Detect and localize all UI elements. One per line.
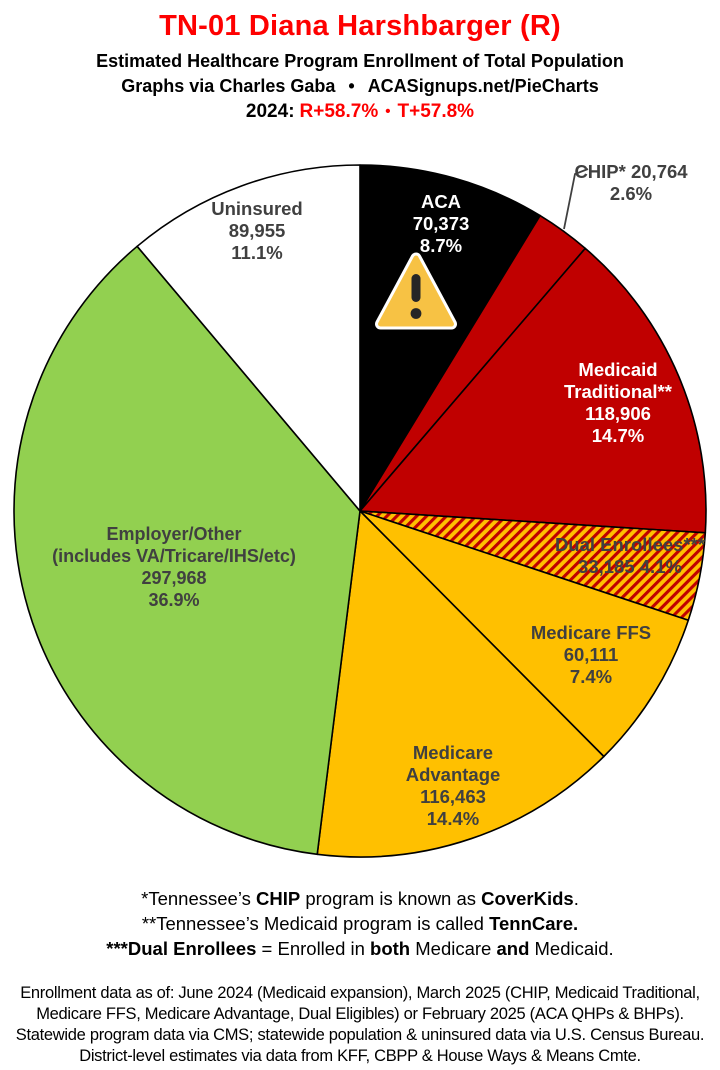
fn3-bold-both: both <box>370 938 411 959</box>
pie-slice-uninsured <box>136 164 361 512</box>
pie-slice-medicare-ffs <box>359 510 690 758</box>
fn2-bold-tenncare: TennCare. <box>489 913 579 934</box>
label-ffs-pct: 7.4% <box>569 666 613 687</box>
source-line-3: Statewide program data via CMS; statewid… <box>15 1026 705 1044</box>
label-dual-enrollees: Dual Enrollees*** 33,185 4.1% <box>555 534 705 578</box>
pie-slice-medicaid-traditional <box>359 247 707 534</box>
fn1-bold-coverkids: CoverKids <box>481 888 574 909</box>
label-medicare-ffs: Medicare FFS 60,111 7.4% <box>531 622 651 688</box>
label-employer-name2: (includes VA/Tricare/IHS/etc) <box>52 546 296 566</box>
source-line-4: District-level estimates via data from K… <box>79 1047 641 1065</box>
subtitle: Estimated Healthcare Program Enrollment … <box>96 51 624 71</box>
label-uninsured-pct: 11.1% <box>231 242 283 263</box>
label-medicaid-name2: Traditional** <box>564 381 672 402</box>
pie-slices-group <box>13 164 707 858</box>
partisan-lean-line: 2024: R+58.7% • T+57.8% <box>0 101 720 123</box>
label-medicaid-traditional: Medicaid Traditional** 118,906 14.7% <box>564 359 672 447</box>
footnote-medicaid: **Tennessee’s Medicaid program is called… <box>0 911 720 936</box>
label-aca-value: 70,373 <box>412 213 470 234</box>
label-medicare-advantage: Medicare Advantage 116,463 14.4% <box>406 742 501 830</box>
r-lean-value: R+58.7% <box>299 101 379 122</box>
label-employer-other: Employer/Other (includes VA/Tricare/IHS/… <box>52 523 296 611</box>
fn3-text2: Medicare <box>410 938 497 959</box>
fn3-bold-dual: ***Dual Enrollees <box>106 938 257 959</box>
warning-icon <box>375 252 457 330</box>
label-medicaid-name1: Medicaid <box>578 359 658 380</box>
label-advantage-name2: Advantage <box>405 764 501 785</box>
t-lean-value: T+57.8% <box>397 101 475 122</box>
label-advantage-value: 116,463 <box>420 786 486 807</box>
label-aca-name: ACA <box>420 191 462 212</box>
label-chip-name-value: CHIP* 20,764 <box>574 161 688 182</box>
footnotes: *Tennessee’s CHIP program is known as Co… <box>0 886 720 961</box>
label-medicaid-value: 118,906 <box>585 403 651 424</box>
year-label: 2024: <box>245 101 295 122</box>
label-dual-value-pct: 33,185 4.1% <box>578 556 682 577</box>
credit-site: ACASignups.net/PieCharts <box>367 76 599 96</box>
label-employer-pct: 36.9% <box>148 590 200 610</box>
source-note: Enrollment data as of: June 2024 (Medica… <box>0 983 720 1067</box>
source-line-2: Medicare FFS, Medicare Advantage, Dual E… <box>36 1005 684 1023</box>
label-ffs-value: 60,111 <box>563 644 619 665</box>
source-line-1: Enrollment data as of: June 2024 (Medica… <box>20 984 700 1002</box>
label-uninsured-value: 89,955 <box>228 220 286 241</box>
credit-author: Graphs via Charles Gaba <box>121 76 336 96</box>
fn2-text: **Tennessee’s Medicaid program is called <box>141 913 490 934</box>
bullet-separator-icon: • <box>385 103 391 120</box>
fn1-text3: . <box>573 888 579 909</box>
chip-leader-line <box>563 168 589 230</box>
pie-slice-aca <box>359 164 541 512</box>
fn1-bold-chip: CHIP <box>256 888 301 909</box>
label-advantage-pct: 14.4% <box>426 808 480 829</box>
label-ffs-name: Medicare FFS <box>530 622 652 643</box>
label-uninsured-name: Uninsured <box>211 198 303 219</box>
pie-slice-employer-other <box>13 245 361 856</box>
bullet-separator-icon: • <box>348 76 355 96</box>
page-title: TN-01 Diana Harshbarger (R) <box>159 10 561 42</box>
label-employer-name1: Employer/Other <box>106 524 242 544</box>
label-chip-pct: 2.6% <box>609 183 653 204</box>
label-aca-pct: 8.7% <box>419 235 463 256</box>
pie-slice-medicare-advantage <box>316 510 605 858</box>
label-dual-name: Dual Enrollees*** <box>554 534 706 555</box>
label-employer-value: 297,968 <box>141 568 207 588</box>
footnote-dual: ***Dual Enrollees = Enrolled in both Med… <box>0 936 720 961</box>
fn1-text: *Tennessee’s <box>141 888 256 909</box>
label-advantage-name1: Medicare <box>412 742 494 763</box>
fn3-text3: Medicaid. <box>529 938 614 959</box>
footnote-chip: *Tennessee’s CHIP program is known as Co… <box>0 886 720 911</box>
fn3-text: = Enrolled in <box>256 938 371 959</box>
credit-line: Graphs via Charles Gaba • ACASignups.net/P… <box>0 76 720 97</box>
label-medicaid-pct: 14.7% <box>591 425 645 446</box>
label-aca: ACA 70,373 8.7% <box>413 191 470 257</box>
label-uninsured: Uninsured 89,955 11.1% <box>211 198 302 264</box>
fn1-text2: program is known as <box>300 888 482 909</box>
label-chip: CHIP* 20,764 2.6% <box>574 161 687 205</box>
fn3-bold-and: and <box>496 938 530 959</box>
